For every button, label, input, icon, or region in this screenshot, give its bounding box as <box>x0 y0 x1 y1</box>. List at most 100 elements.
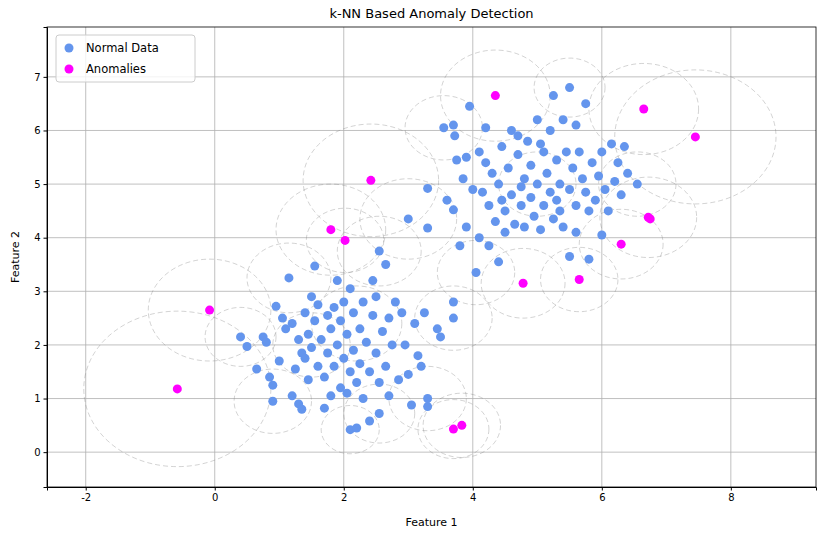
neighborhood <box>273 313 350 377</box>
tick-mark <box>731 487 732 491</box>
point <box>407 400 416 409</box>
point <box>365 417 374 426</box>
point <box>339 298 348 307</box>
point <box>513 150 522 159</box>
plot-area: -20246801234567 <box>34 27 816 503</box>
point <box>559 222 568 231</box>
neighborhood <box>303 124 438 237</box>
point <box>265 373 274 382</box>
neighborhood <box>534 58 605 117</box>
point <box>465 102 474 111</box>
point <box>494 180 503 189</box>
tick-label: 3 <box>34 286 40 297</box>
tick: 2 <box>34 340 47 351</box>
neighborhood <box>600 177 697 257</box>
tick-mark <box>44 130 48 131</box>
x-axis: -202468 <box>48 487 817 503</box>
point <box>513 131 522 140</box>
point <box>365 367 374 376</box>
point <box>449 425 458 434</box>
series <box>173 91 700 433</box>
neighborhood <box>423 393 500 457</box>
point <box>262 338 271 347</box>
point <box>533 115 542 124</box>
point <box>523 137 532 146</box>
point <box>481 123 490 132</box>
point <box>468 185 477 194</box>
point <box>549 214 558 223</box>
point <box>349 308 358 317</box>
point <box>588 158 597 167</box>
point <box>462 153 471 162</box>
tick-mark <box>44 452 48 453</box>
point <box>601 185 610 194</box>
point <box>497 142 506 151</box>
grid-line <box>601 27 602 487</box>
point <box>173 384 182 393</box>
neighborhood <box>84 311 271 466</box>
point <box>559 115 568 124</box>
tick-mark <box>344 487 345 491</box>
point <box>449 121 458 130</box>
point <box>433 324 442 333</box>
point <box>457 421 466 430</box>
point <box>272 302 281 311</box>
tick-mark <box>44 291 48 292</box>
point <box>301 354 310 363</box>
point <box>355 324 364 333</box>
point <box>555 206 564 215</box>
point <box>381 260 390 269</box>
point <box>475 147 484 156</box>
point <box>362 338 371 347</box>
grid-line <box>85 27 86 487</box>
tick-label: 5 <box>34 179 40 190</box>
tick-mark <box>86 487 87 491</box>
point <box>597 231 606 240</box>
point <box>562 147 571 156</box>
tick-mark <box>473 487 474 491</box>
neighborhood <box>499 152 576 216</box>
point <box>404 214 413 223</box>
point <box>484 241 493 250</box>
neighborhood <box>405 96 482 160</box>
point <box>375 378 384 387</box>
point <box>462 222 471 231</box>
point <box>346 367 355 376</box>
point <box>455 241 464 250</box>
point <box>313 362 322 371</box>
point <box>310 262 319 271</box>
point <box>346 284 355 293</box>
grid-line <box>472 27 473 487</box>
point <box>375 409 384 418</box>
point <box>384 314 393 323</box>
point <box>355 359 364 368</box>
point <box>517 182 526 191</box>
point <box>404 370 413 379</box>
point <box>317 335 326 344</box>
point <box>388 340 397 349</box>
tick: 2 <box>341 487 347 503</box>
tick: 4 <box>470 487 476 503</box>
point <box>484 201 493 210</box>
tick: 0 <box>212 487 218 503</box>
neighborhood <box>312 286 402 361</box>
point <box>617 190 626 199</box>
point <box>565 252 574 261</box>
point <box>349 346 358 355</box>
point <box>530 212 539 221</box>
point <box>423 402 432 411</box>
point <box>242 342 251 351</box>
point <box>326 324 335 333</box>
tick: 7 <box>34 72 47 83</box>
point <box>323 348 332 357</box>
point <box>291 365 300 374</box>
point <box>597 147 606 156</box>
point <box>488 169 497 178</box>
point <box>633 180 642 189</box>
point <box>526 193 535 202</box>
tick-label: 6 <box>599 492 605 503</box>
point <box>646 214 655 223</box>
neighborhood <box>579 209 663 279</box>
marks <box>84 50 776 467</box>
point <box>510 220 519 229</box>
